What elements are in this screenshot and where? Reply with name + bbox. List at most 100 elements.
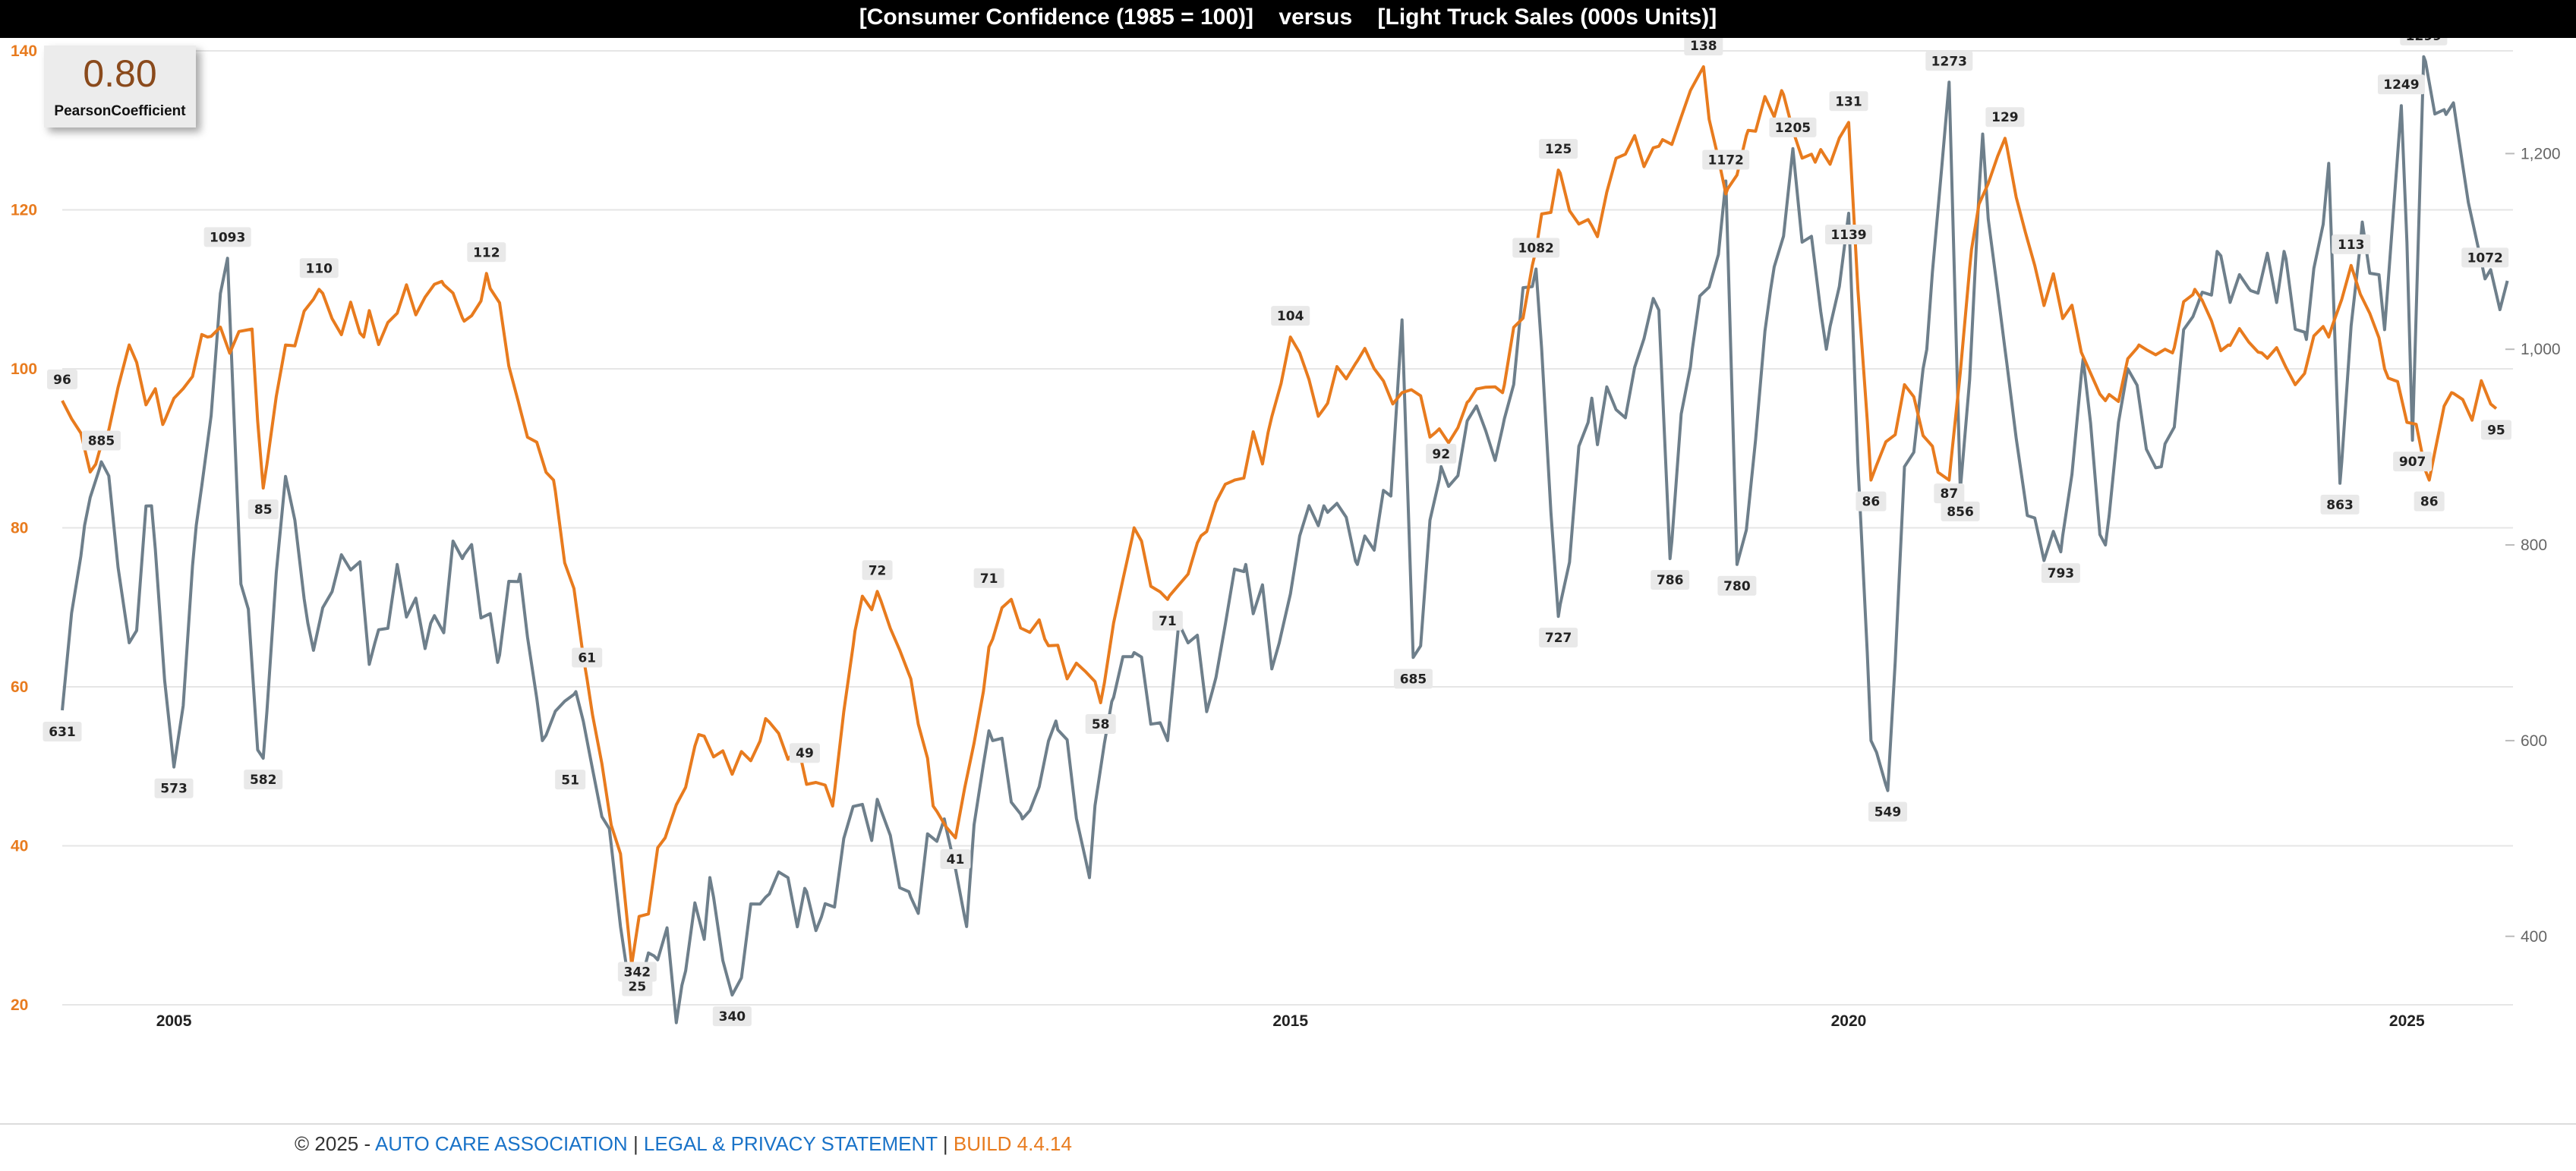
data-label-background: [47, 369, 77, 389]
data-label: 86: [2414, 491, 2445, 512]
data-label-value: 1072: [2467, 250, 2503, 266]
title-connector: versus: [1279, 5, 1353, 30]
right-axis-tick-label: 1,200: [2521, 145, 2561, 162]
data-label-background: [1925, 51, 1973, 71]
data-label-value: 86: [1862, 495, 1881, 510]
footer-association-link[interactable]: AUTO CARE ASSOCIATION: [374, 1132, 628, 1155]
data-label-value: 86: [2420, 495, 2439, 510]
data-label: 85: [248, 499, 279, 520]
right-axis-tick-label: 600: [2521, 732, 2547, 750]
data-label-value: 1299: [2406, 38, 2442, 44]
x-axis-tick-label: 2020: [1831, 1012, 1867, 1030]
data-label-value: 1273: [1931, 54, 1967, 69]
data-label-value: 340: [719, 1009, 746, 1025]
data-label-background: [1769, 117, 1817, 137]
data-label-background: [1539, 139, 1578, 159]
data-label: 41: [940, 849, 971, 870]
footer-build-version: BUILD 4.4.14: [953, 1132, 1072, 1155]
data-label-value: 549: [1874, 805, 1902, 820]
data-label-background: [555, 770, 586, 790]
data-label: 342: [617, 962, 657, 982]
data-label: 1299: [2400, 38, 2448, 46]
data-label: 780: [1717, 575, 1757, 596]
data-label-background: [2041, 563, 2080, 584]
data-label: 786: [1651, 570, 1690, 590]
data-label-background: [2461, 247, 2509, 268]
data-label-value: 72: [869, 563, 887, 578]
data-label-background: [43, 721, 82, 741]
x-axis-tick-label: 2015: [1272, 1012, 1308, 1030]
data-label-background: [1829, 91, 1868, 112]
x-axis-tick-label: 2025: [2389, 1012, 2425, 1030]
data-label-background: [973, 568, 1004, 588]
data-label-value: 1082: [1518, 241, 1554, 256]
footer-separator: |: [627, 1132, 644, 1155]
data-label: 125: [1539, 139, 1578, 159]
data-label: 96: [47, 369, 77, 389]
data-label-background: [712, 1006, 752, 1027]
data-label-value: 631: [49, 725, 76, 740]
data-label-value: 907: [2399, 455, 2426, 470]
data-label-value: 793: [2048, 566, 2075, 581]
data-label: 1249: [2377, 74, 2425, 95]
data-label: 885: [81, 430, 121, 451]
data-label-value: 131: [1835, 94, 1862, 109]
data-label-background: [467, 242, 506, 263]
data-label-background: [2377, 74, 2425, 95]
data-label-value: 61: [578, 651, 596, 666]
series-line-consumer-confidence: [61, 65, 2498, 967]
data-label: 1139: [1824, 225, 1872, 245]
footer-legal-link[interactable]: LEGAL & PRIVACY STATEMENT: [643, 1132, 938, 1155]
chart-area[interactable]: 20 40 60 80 100 120 140 400 600 800 1,000 1,200 2005…: [0, 38, 2576, 1116]
data-label: 138: [1684, 38, 1723, 55]
data-label: 549: [1868, 801, 1907, 822]
data-label-value: 342: [624, 965, 651, 981]
data-label-background: [1085, 713, 1116, 734]
data-label-background: [1684, 38, 1723, 55]
data-label-value: 786: [1657, 573, 1684, 588]
data-label: 727: [1539, 628, 1578, 648]
data-label-background: [203, 227, 251, 247]
data-label: 1205: [1769, 117, 1817, 137]
data-label-background: [617, 962, 657, 982]
data-label: 61: [572, 647, 603, 668]
data-label-background: [2400, 38, 2448, 46]
data-label-value: 727: [1545, 631, 1572, 646]
data-label-background: [299, 258, 339, 279]
data-label-background: [2332, 234, 2371, 254]
data-label-value: 71: [980, 571, 998, 587]
data-label: 71: [973, 568, 1004, 588]
data-label: 92: [1426, 443, 1457, 464]
data-label-value: 104: [1277, 309, 1304, 324]
data-label-background: [940, 849, 971, 870]
data-label-value: 1093: [210, 230, 245, 245]
series-line-light-truck-sales: [61, 55, 2509, 1025]
data-label: 95: [2480, 420, 2511, 440]
data-label-background: [248, 499, 279, 520]
data-label: 72: [862, 560, 893, 581]
data-label-value: 573: [160, 782, 188, 797]
data-label-background: [1702, 150, 1750, 170]
data-label-value: 95: [2487, 423, 2505, 438]
data-label-background: [1824, 225, 1872, 245]
data-label-value: 113: [2338, 238, 2365, 253]
data-label-background: [1539, 628, 1578, 648]
data-label: 131: [1829, 91, 1868, 112]
right-axis-tick-label: 1,000: [2521, 341, 2561, 358]
data-label: 340: [712, 1006, 752, 1027]
data-label: 863: [2320, 494, 2360, 515]
pearson-label: PearsonCoefficient: [54, 103, 186, 119]
title-right-metric: [Light Truck Sales (000s Units)]: [1377, 5, 1717, 30]
right-axis-tick-label: 400: [2521, 928, 2547, 946]
x-axis-tick-label: 2005: [156, 1012, 192, 1030]
data-label: 1093: [203, 227, 251, 247]
right-axis-tick-label: 800: [2521, 537, 2547, 554]
data-label-background: [1651, 570, 1690, 590]
data-label-background: [862, 560, 893, 581]
data-label-value: 780: [1723, 579, 1751, 594]
data-label-background: [1717, 575, 1757, 596]
data-label-background: [1868, 801, 1907, 822]
data-label-value: 1249: [2383, 77, 2419, 93]
data-label: 1273: [1925, 51, 1973, 71]
data-label: 110: [299, 258, 339, 279]
